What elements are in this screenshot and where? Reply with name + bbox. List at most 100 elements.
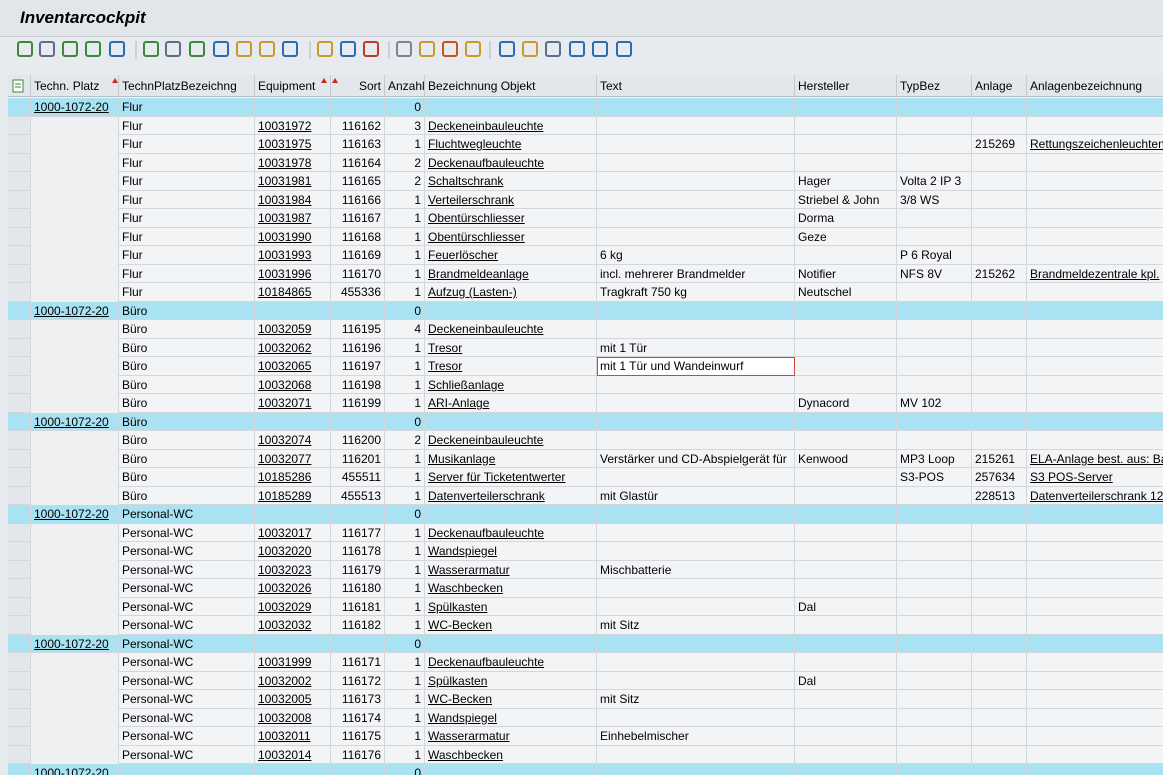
link[interactable]: Brandmeldeanlage xyxy=(428,266,529,281)
cell[interactable]: 10032008 xyxy=(255,708,331,727)
cell[interactable]: 10031972 xyxy=(255,116,331,135)
toolbar-button[interactable] xyxy=(213,41,229,57)
link[interactable]: Spülkasten xyxy=(428,599,488,614)
cell[interactable]: 10032026 xyxy=(255,579,331,598)
link[interactable]: Waschbecken xyxy=(428,747,503,762)
link[interactable]: 10032062 xyxy=(258,340,312,355)
toolbar-button[interactable] xyxy=(363,41,379,57)
column-header[interactable]: Bezeichnung Objekt xyxy=(425,75,597,97)
cell[interactable]: 1000-1072-20 xyxy=(31,505,119,524)
link[interactable]: 10032005 xyxy=(258,692,312,706)
row-selector[interactable] xyxy=(8,116,31,135)
row-selector[interactable] xyxy=(8,301,31,320)
link[interactable]: 10031987 xyxy=(258,211,312,225)
column-header[interactable]: Techn. Platz xyxy=(31,75,119,97)
cell[interactable]: ELA-Anlage best. aus: Ba xyxy=(1027,450,1163,468)
cell[interactable]: 10185286 xyxy=(255,468,331,487)
link[interactable]: 10032023 xyxy=(258,562,312,577)
cell[interactable]: 10185289 xyxy=(255,486,331,505)
cell[interactable]: 10031984 xyxy=(255,190,331,209)
row-selector[interactable] xyxy=(8,745,31,764)
link[interactable]: Server für Ticketentwerter xyxy=(428,470,566,484)
toolbar-button[interactable] xyxy=(592,41,608,57)
toolbar-button[interactable] xyxy=(189,41,205,57)
toolbar-button[interactable] xyxy=(340,41,356,57)
column-header[interactable]: Anzahl xyxy=(385,75,425,97)
cell[interactable]: 10032029 xyxy=(255,597,331,616)
cell[interactable]: 10031975 xyxy=(255,135,331,154)
cell[interactable]: 10032017 xyxy=(255,523,331,542)
link[interactable]: Obentürschliesser xyxy=(428,229,525,244)
toolbar-button[interactable] xyxy=(85,41,101,57)
row-selector[interactable] xyxy=(8,394,31,413)
link[interactable]: 1000-1072-20 xyxy=(34,303,109,318)
toolbar-button[interactable] xyxy=(165,41,181,57)
row-selector[interactable] xyxy=(8,560,31,579)
link[interactable]: 10031996 xyxy=(258,266,312,281)
cell[interactable]: 10032062 xyxy=(255,338,331,357)
cell[interactable]: Waschbecken xyxy=(425,745,597,764)
row-selector[interactable] xyxy=(8,227,31,246)
row-selector[interactable] xyxy=(8,671,31,690)
link[interactable]: Wasserarmatur xyxy=(428,562,510,577)
cell[interactable]: WC-Becken xyxy=(425,616,597,635)
toolbar-button[interactable] xyxy=(236,41,252,57)
link[interactable]: Rettungszeichenleuchten xyxy=(1030,137,1163,151)
link[interactable]: 10031981 xyxy=(258,174,312,188)
link[interactable]: Fluchtwegleuchte xyxy=(428,137,522,151)
cell[interactable]: Schaltschrank xyxy=(425,172,597,191)
link[interactable]: 10032008 xyxy=(258,710,312,725)
link[interactable]: S3 POS-Server xyxy=(1030,470,1113,484)
row-selector[interactable] xyxy=(8,172,31,191)
toolbar-button[interactable] xyxy=(17,41,33,57)
link[interactable]: Deckenaufbauleuchte xyxy=(428,655,545,669)
cell[interactable]: Wasserarmatur xyxy=(425,727,597,746)
cell[interactable]: Deckenaufbauleuchte xyxy=(425,653,597,672)
cell[interactable]: Wandspiegel xyxy=(425,542,597,561)
row-selector[interactable] xyxy=(8,764,31,775)
cell[interactable]: 10032077 xyxy=(255,449,331,468)
column-header[interactable]: Equipment xyxy=(255,75,331,97)
link[interactable]: Wasserarmatur xyxy=(428,729,510,743)
link[interactable]: 10031978 xyxy=(258,155,312,170)
link[interactable]: Deckenaufbauleuchte xyxy=(428,525,545,540)
cell[interactable]: Aufzug (Lasten-) xyxy=(425,283,597,302)
link[interactable]: Schaltschrank xyxy=(428,174,504,188)
toolbar-button[interactable] xyxy=(442,41,458,57)
cell[interactable]: Feuerlöscher xyxy=(425,246,597,265)
toolbar-button[interactable] xyxy=(616,41,632,57)
link[interactable]: Waschbecken xyxy=(428,581,503,595)
row-selector[interactable] xyxy=(8,708,31,727)
link[interactable]: 10031975 xyxy=(258,137,312,151)
cell[interactable]: Server für Ticketentwerter xyxy=(425,468,597,487)
cell[interactable]: WC-Becken xyxy=(425,690,597,709)
row-selector[interactable] xyxy=(8,616,31,635)
cell[interactable]: Spülkasten xyxy=(425,671,597,690)
link[interactable]: Tresor xyxy=(428,359,463,373)
row-selector[interactable] xyxy=(8,246,31,265)
cell[interactable]: Deckenaufbauleuchte xyxy=(425,153,597,172)
toolbar-button[interactable] xyxy=(259,41,275,57)
row-selector[interactable] xyxy=(8,542,31,561)
row-selector[interactable] xyxy=(8,375,31,394)
toolbar-button[interactable] xyxy=(545,41,561,57)
link[interactable]: 10031990 xyxy=(258,229,312,244)
cell[interactable]: 10031996 xyxy=(255,264,331,283)
cell[interactable]: Deckeneinbauleuchte xyxy=(425,116,597,135)
link[interactable]: 10032026 xyxy=(258,581,312,595)
link[interactable]: 10032020 xyxy=(258,544,312,558)
toolbar-button[interactable] xyxy=(39,41,55,57)
column-header[interactable]: TypBez xyxy=(897,75,972,97)
cell[interactable]: S3 POS-Server xyxy=(1027,468,1163,487)
row-selector[interactable] xyxy=(8,727,31,746)
column-header[interactable]: TechnPlatzBezeichng xyxy=(119,75,255,97)
link[interactable]: Deckeneinbauleuchte xyxy=(428,322,544,336)
link[interactable]: ARI-Anlage xyxy=(428,396,490,410)
cell[interactable]: Brandmeldeanlage xyxy=(425,264,597,283)
link[interactable]: 1000-1072-20 xyxy=(34,636,109,651)
cell[interactable]: 10031990 xyxy=(255,227,331,246)
cell[interactable]: Tresor xyxy=(425,338,597,357)
link[interactable]: Deckeneinbauleuchte xyxy=(428,433,544,447)
toolbar-button[interactable] xyxy=(396,41,412,57)
link[interactable]: Deckeneinbauleuchte xyxy=(428,118,544,133)
